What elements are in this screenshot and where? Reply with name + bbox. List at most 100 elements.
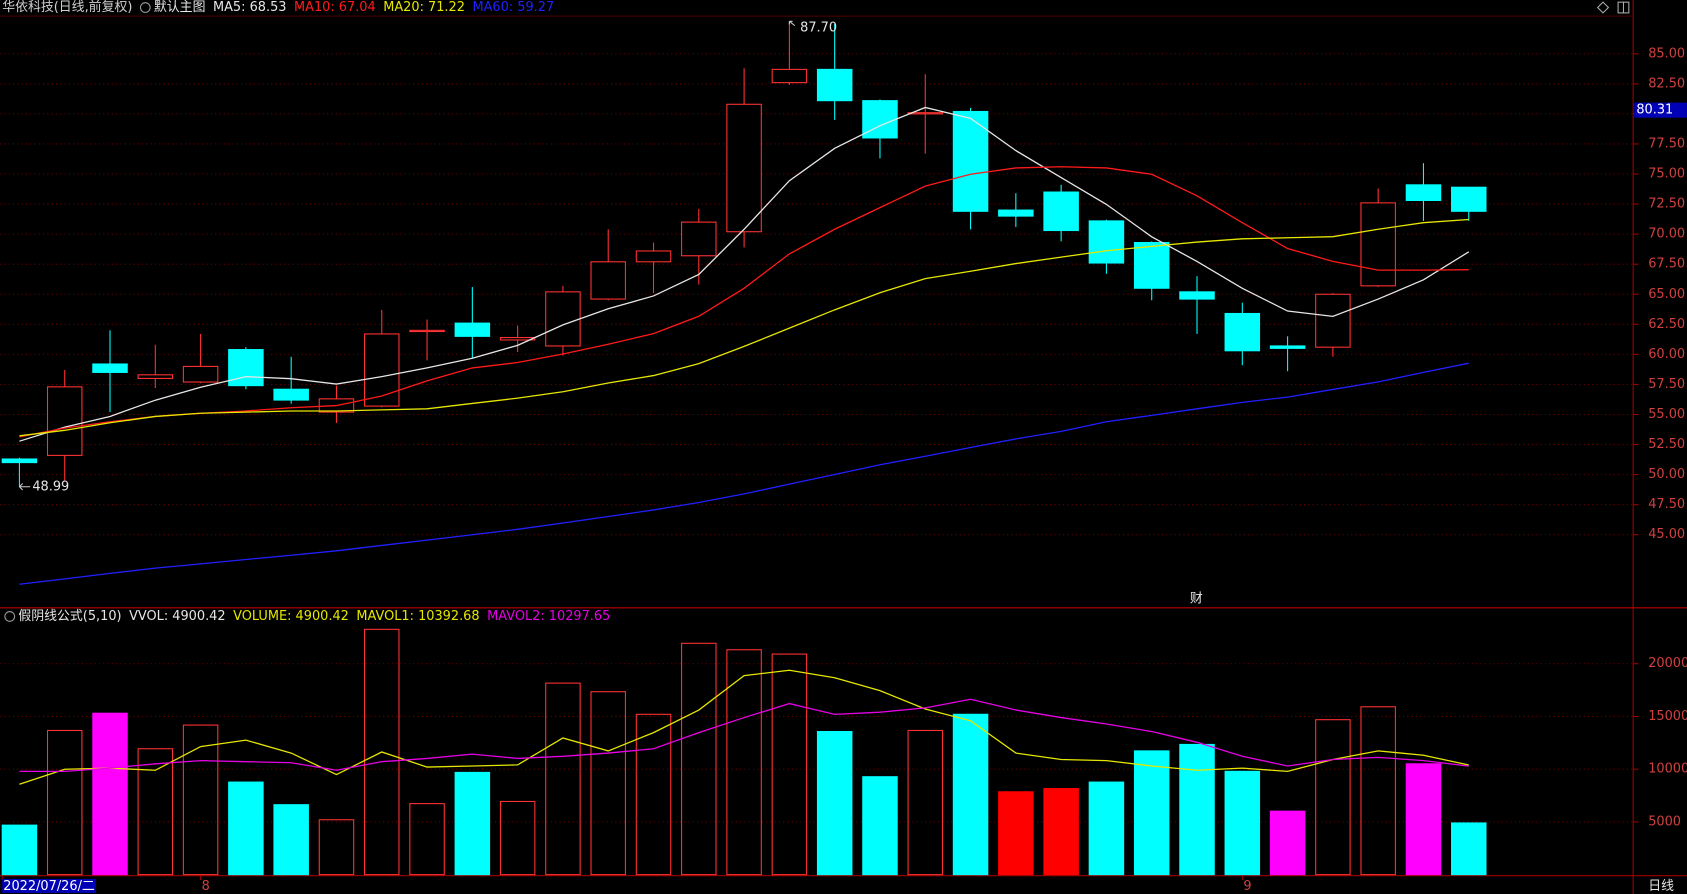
volume-bar [952, 713, 989, 876]
header-icon [4, 611, 16, 622]
volume-bar [1405, 763, 1442, 876]
indicator-line [19, 218, 1469, 437]
candle-body [681, 221, 717, 257]
indicator-title: 假阴线公式(5,10) [18, 609, 121, 624]
y-tick-label: 62.50 [1648, 317, 1685, 332]
candle-body [454, 322, 491, 337]
candle-body [46, 386, 83, 456]
volume-bar [771, 653, 808, 876]
volume-bar [182, 724, 219, 876]
volume-bar [1269, 810, 1306, 876]
volume-bar [1088, 781, 1125, 876]
candle-body [273, 388, 309, 401]
y-tick-label: 82.50 [1648, 76, 1685, 91]
y-tick-label: 67.50 [1648, 257, 1685, 272]
indicator-label: VVOL: 4900.42 [129, 609, 226, 624]
y-tick-label: 65.00 [1648, 287, 1685, 302]
indicator-line [19, 362, 1469, 585]
volume-bar [409, 803, 445, 876]
candle-body [1, 458, 38, 464]
candle-body [1269, 345, 1306, 349]
volume-bar [635, 713, 672, 876]
candle-body [364, 333, 400, 407]
y-tick-label: 45.00 [1648, 527, 1685, 542]
volume-bar [46, 729, 83, 876]
volume-bar [499, 800, 536, 876]
volume-bar [590, 691, 626, 876]
volume-bar [998, 791, 1034, 876]
volume-bar [816, 730, 853, 876]
y-tick-label: 57.50 [1648, 377, 1685, 392]
indicator-line [19, 698, 1469, 773]
x-tick-label: 8 [202, 879, 210, 894]
candle-body [1133, 242, 1170, 289]
candle-body [545, 291, 581, 347]
legend-entry: MA20: 71.22 [383, 0, 465, 15]
y-tick-label: 52.50 [1648, 437, 1685, 452]
candle-body [1224, 312, 1261, 352]
indicator-line [19, 106, 1470, 442]
chart-title: 华依科技(日线,前复权) [2, 0, 132, 15]
candle-body [1405, 184, 1442, 202]
volume-bar [1179, 743, 1215, 876]
candle-body [771, 68, 808, 84]
toolbar-icons[interactable] [1596, 1, 1630, 14]
event-marker[interactable]: 财 [1190, 592, 1203, 607]
indicator-line [19, 166, 1469, 438]
volume-bar [862, 776, 898, 876]
candle-body [635, 250, 672, 263]
legend-entry: MA10: 67.04 [294, 0, 376, 15]
candle-body [1315, 293, 1351, 348]
volume-bar [1315, 719, 1351, 876]
price-marker-label: 80.31 [1636, 103, 1673, 118]
volume-bar [318, 819, 355, 876]
diamond-icon[interactable] [1596, 1, 1610, 14]
low-label: 48.99 [32, 479, 69, 494]
volume-bar [92, 712, 128, 876]
y-tick-label: 5000 [1648, 814, 1681, 829]
volume-bar [364, 628, 400, 876]
header-icon [139, 2, 151, 13]
candle-body [998, 209, 1034, 217]
volume-bar [1451, 822, 1487, 876]
candle-body [92, 363, 128, 373]
candle-body [590, 261, 626, 300]
legend-entry: MAVOL1: 10392.68 [356, 609, 479, 624]
y-tick-label: 85.00 [1648, 46, 1685, 61]
volume-bar [726, 649, 762, 876]
y-tick-label: 20000 [1648, 656, 1687, 671]
candle-body [726, 103, 762, 233]
volume-bar [1360, 706, 1396, 876]
price-marker-box [1634, 102, 1687, 118]
low-arrow [19, 483, 31, 491]
y-tick-label: 10000 [1648, 762, 1687, 777]
y-tick-label: 15000 [1648, 709, 1687, 724]
candle-body [499, 337, 536, 341]
date-highlight [2, 878, 96, 893]
candle-body [1451, 186, 1487, 212]
volume-bar [1133, 750, 1170, 876]
volume-bar [1224, 770, 1261, 876]
indicator-line [19, 669, 1469, 785]
volume-bar [228, 781, 264, 876]
indicator-label: VOLUME: 4900.42 [233, 609, 349, 624]
candle-body [137, 374, 174, 379]
y-tick-label: 50.00 [1648, 467, 1685, 482]
y-tick-label: 70.00 [1648, 227, 1685, 242]
chart-subtitle: 默认主图 [154, 0, 206, 15]
candle-body [228, 349, 264, 387]
volume-bar [273, 804, 309, 876]
candle-body [952, 110, 989, 212]
candle-body [1179, 291, 1215, 300]
candle-body [1088, 220, 1125, 264]
period-label: 日线 [1648, 879, 1674, 894]
volume-bar [681, 642, 717, 876]
x-tick-label: 9 [1243, 879, 1251, 894]
candle-body [409, 329, 445, 333]
y-tick-label: 77.50 [1648, 136, 1685, 151]
legend-entry: MA5: 68.53 [213, 0, 287, 15]
high-label: 87.70 [800, 20, 837, 35]
y-tick-label: 55.00 [1648, 407, 1685, 422]
legend-entry: MA60: 59.27 [472, 0, 554, 15]
candle-body [816, 68, 853, 102]
